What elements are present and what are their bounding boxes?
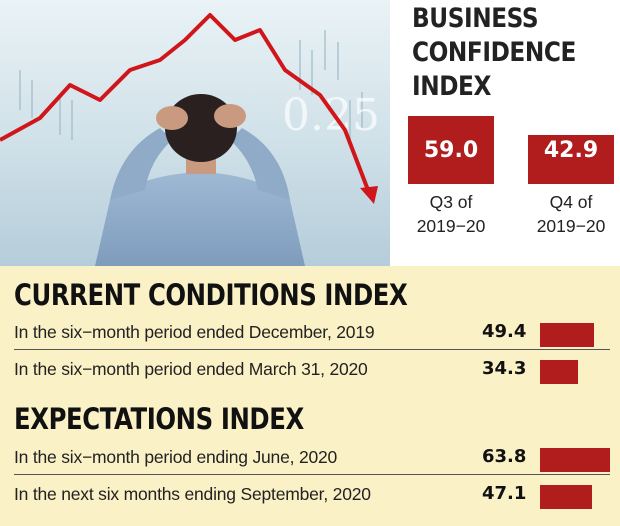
value-bar bbox=[540, 485, 592, 509]
stressed-man-photo: 0.25 bbox=[0, 0, 390, 266]
value-bar bbox=[540, 360, 578, 384]
table-row: In the six−month period ended December, … bbox=[14, 316, 610, 350]
category-label: Q3 of 2019−20 bbox=[396, 190, 506, 238]
table-row: In the six−month period ended March 31, … bbox=[14, 353, 610, 387]
data-label: 42.9 bbox=[543, 138, 599, 163]
market-trend-line bbox=[0, 13, 370, 191]
row-value: 47.1 bbox=[482, 483, 527, 504]
title-line: BUSINESS bbox=[412, 3, 539, 34]
row-label: In the next six months ending September,… bbox=[14, 484, 371, 504]
business-confidence-title: BUSINESS CONFIDENCE INDEX bbox=[412, 2, 588, 104]
category-label-line: Q3 of bbox=[429, 192, 473, 212]
ticker-text: 0.25 bbox=[282, 90, 380, 141]
title-line: INDEX bbox=[412, 71, 491, 102]
confidence-bar: 42.9 bbox=[528, 135, 614, 184]
table-row: In the next six months ending September,… bbox=[14, 478, 610, 512]
trend-arrow-icon bbox=[360, 186, 378, 204]
data-label: 59.0 bbox=[423, 138, 479, 163]
man-figure bbox=[95, 94, 305, 266]
indices-panel: CURRENT CONDITIONS INDEX In the six−mont… bbox=[0, 266, 620, 526]
row-value: 49.4 bbox=[482, 321, 527, 342]
confidence-bar: 59.0 bbox=[408, 116, 494, 184]
row-divider bbox=[14, 474, 610, 475]
category-label: Q4 of 2019−20 bbox=[516, 190, 620, 238]
ticker-grid bbox=[19, 30, 363, 140]
row-value: 63.8 bbox=[482, 446, 527, 467]
row-label: In the six−month period ended December, … bbox=[14, 322, 375, 342]
value-bar bbox=[540, 448, 610, 472]
category-label-line: Q4 of bbox=[549, 192, 593, 212]
row-divider bbox=[14, 349, 610, 350]
row-label: In the six−month period ending June, 202… bbox=[14, 447, 338, 467]
current-conditions-title: CURRENT CONDITIONS INDEX bbox=[14, 278, 408, 312]
expectations-title: EXPECTATIONS INDEX bbox=[14, 402, 304, 436]
category-label-line: 2019−20 bbox=[416, 216, 486, 236]
row-label: In the six−month period ended March 31, … bbox=[14, 359, 368, 379]
value-bar bbox=[540, 323, 594, 347]
category-label-line: 2019−20 bbox=[536, 216, 606, 236]
row-value: 34.3 bbox=[482, 358, 527, 379]
business-confidence-chart: 59.0 Q3 of 2019−20 42.9 Q4 of 2019−20 bbox=[396, 100, 620, 266]
title-line: CONFIDENCE bbox=[412, 37, 576, 68]
table-row: In the six−month period ending June, 202… bbox=[14, 441, 610, 475]
